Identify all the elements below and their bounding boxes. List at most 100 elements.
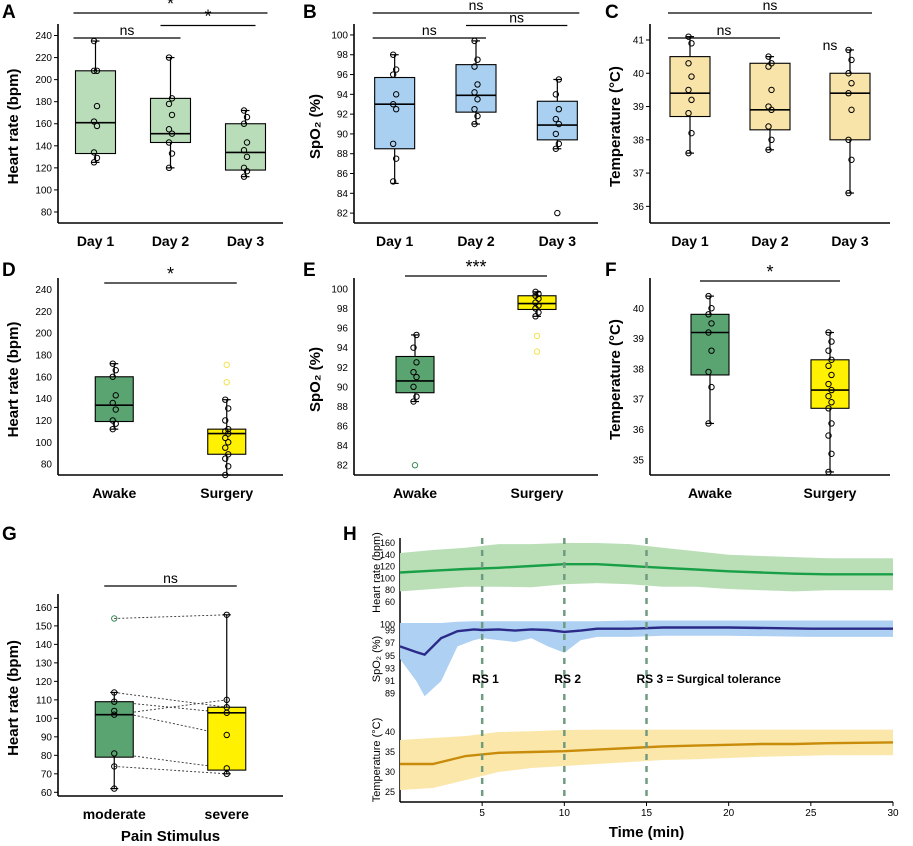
data-point [765, 146, 772, 153]
y-axis-label: Temperature (°C) [371, 718, 383, 802]
y-axis-label: SpO₂ (%) [307, 94, 324, 159]
data-point [225, 451, 232, 458]
data-point [165, 126, 173, 133]
data-point [555, 76, 563, 83]
panel-C: C 36 37 38 39 40 41 Temperature (°C) Day 1 Day 2 D… [605, 0, 890, 249]
data-point [474, 56, 481, 63]
significance-label: ns [763, 0, 778, 13]
y-tick-label: 60 [41, 788, 53, 799]
significance-label: * [167, 0, 174, 14]
y-tick-label: 120 [35, 416, 52, 427]
y-tick-label: 84 [337, 189, 349, 200]
data-point [474, 112, 481, 120]
panel-A: A 80 100 120 140 160 180 200 220 240 Heart rate (b… [2, 0, 283, 249]
data-point [168, 111, 176, 119]
data-point [848, 56, 855, 64]
y-tick-label: 100 [35, 185, 52, 196]
y-tick-label: 35 [385, 747, 395, 757]
y-tick-label: 82 [337, 209, 349, 220]
pair-line [114, 753, 227, 769]
significance-label: ns [120, 22, 135, 38]
y-axis-label: Heart rate (bpm) [5, 69, 22, 185]
data-point [223, 611, 230, 618]
significance-label: * [204, 7, 211, 27]
y-tick-label: 80 [41, 460, 53, 471]
y-tick-label: 130 [35, 658, 52, 669]
y-tick-label: 240 [35, 285, 52, 296]
outlier-point [554, 209, 561, 217]
data-point [168, 130, 176, 137]
data-point [389, 101, 397, 108]
data-point [708, 347, 715, 354]
panel-G: G 60 70 80 90 100 110 120 130 140 150 160 Heart rate… [2, 524, 283, 845]
x-tick-label: Awake [92, 485, 136, 501]
x-tick-label: Day 3 [539, 233, 577, 249]
data-point [685, 86, 692, 94]
data-point [222, 455, 229, 462]
y-tick-label: 92 [337, 363, 349, 374]
data-point [848, 156, 855, 163]
box [829, 72, 871, 141]
x-axis-label: Pain Stimulus [121, 828, 220, 845]
panel-letter: A [2, 2, 16, 23]
data-point [552, 145, 560, 152]
y-tick-label: 99 [385, 626, 395, 636]
y-tick-label: 41 [633, 35, 645, 46]
data-point [825, 432, 832, 439]
data-point [471, 63, 478, 70]
y-tick-label: 200 [35, 75, 52, 86]
data-point [222, 396, 229, 403]
x-tick-label: Day 2 [751, 233, 789, 249]
data-point [474, 96, 481, 103]
x-tick-label: 5 [479, 808, 485, 819]
data-point [768, 136, 775, 144]
y-tick-label: 80 [41, 751, 53, 762]
data-point [225, 405, 232, 412]
data-point [240, 173, 248, 180]
panel-letter: E [303, 260, 316, 281]
y-tick-label: 25 [385, 787, 395, 797]
data-point [93, 154, 101, 162]
y-tick-label: 160 [35, 603, 52, 614]
mean-line [399, 626, 893, 656]
data-point [535, 309, 542, 316]
y-tick-label: 38 [633, 135, 645, 146]
data-point [828, 371, 835, 379]
data-point [168, 95, 176, 102]
data-point [765, 53, 772, 60]
y-tick-label: 40 [385, 727, 395, 737]
significance-label: ns [422, 22, 437, 38]
data-point [90, 149, 98, 156]
y-tick-label: 220 [35, 53, 52, 64]
data-point [765, 103, 772, 110]
x-tick-label: Day 2 [457, 233, 495, 249]
x-tick-label: 25 [805, 808, 817, 819]
y-tick-label: 88 [337, 402, 349, 413]
data-point [111, 698, 118, 705]
y-axis-label: SpO₂ (%) [307, 347, 324, 412]
data-point [828, 386, 835, 394]
data-point [165, 100, 173, 108]
box [690, 313, 730, 376]
y-tick-label: 39 [633, 334, 645, 345]
panel-E: E 82 84 86 88 90 92 94 96 98 100 SpO₂ (%) Awake Surge… [303, 257, 598, 501]
data-point [845, 136, 852, 144]
y-tick-label: 100 [331, 30, 348, 41]
significance-label: ns [823, 37, 838, 53]
outlier-point [111, 615, 118, 622]
data-point [845, 90, 852, 97]
y-tick-label: 120 [380, 562, 395, 572]
data-point [708, 305, 715, 312]
data-point [392, 105, 400, 113]
y-tick-label: 100 [35, 714, 52, 725]
rs-marker-label: RS 3 = Surgical tolerance [637, 672, 782, 686]
data-point [688, 129, 695, 137]
data-point [532, 313, 539, 320]
y-tick-label: 37 [633, 395, 645, 406]
box [224, 123, 267, 171]
y-tick-label: 140 [35, 141, 52, 152]
y-tick-label: 37 [633, 169, 645, 180]
panel-letter: D [2, 260, 16, 281]
data-point [828, 420, 835, 427]
data-point [165, 54, 173, 61]
